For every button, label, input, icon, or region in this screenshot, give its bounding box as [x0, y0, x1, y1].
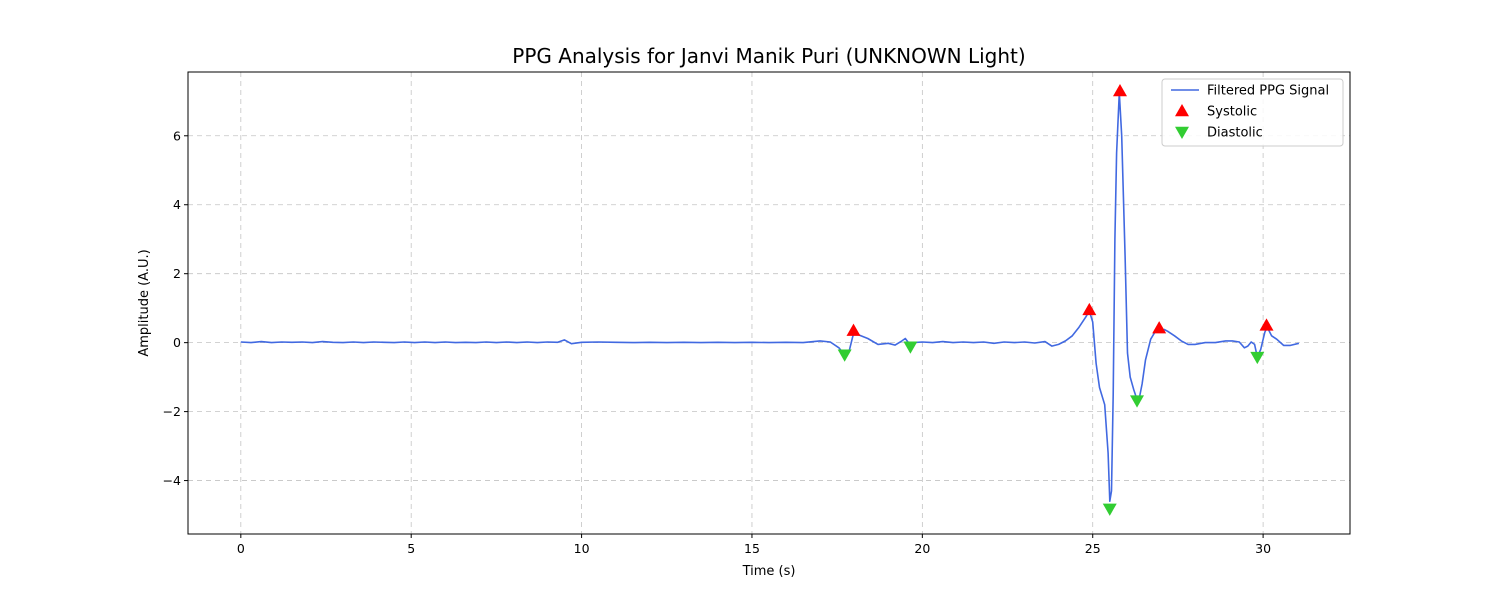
legend-box — [1161, 78, 1344, 147]
x-tick-label: 20 — [914, 541, 930, 556]
y-axis-ticks: −4 −2 0 2 4 6 — [163, 128, 188, 488]
plot-frame — [187, 71, 1351, 535]
chart-title: PPG Analysis for Janvi Manik Puri (UNKNO… — [512, 44, 1025, 68]
systolic-marker — [1082, 302, 1097, 316]
ppg-signal-line — [240, 91, 1300, 502]
x-tick-label: 10 — [574, 541, 590, 556]
x-tick-label: 15 — [744, 541, 760, 556]
legend-entry: Systolic — [1207, 105, 1257, 120]
diastolic-marker — [903, 341, 918, 354]
y-tick-label: −4 — [163, 473, 181, 488]
x-tick-label: 30 — [1255, 541, 1271, 556]
systolic-marker — [1112, 83, 1127, 97]
grid-lines — [188, 72, 1350, 534]
y-tick-label: −2 — [163, 404, 181, 419]
y-tick-label: 6 — [173, 128, 181, 143]
legend-swatch-diastolic — [1175, 126, 1189, 139]
x-axis-ticks: 0 5 10 15 20 25 30 — [237, 534, 1271, 556]
diastolic-marker — [1250, 351, 1265, 365]
y-axis-label: Amplitude (A.U.) — [137, 249, 152, 356]
systolic-marker — [846, 323, 861, 336]
legend-entry: Diastolic — [1207, 126, 1263, 141]
x-tick-label: 5 — [407, 541, 415, 556]
legend-entry: Filtered PPG Signal — [1207, 84, 1329, 99]
x-tick-label: 0 — [237, 541, 245, 556]
systolic-marker — [1259, 318, 1274, 331]
diastolic-marker — [1102, 503, 1117, 516]
systolic-marker — [1152, 321, 1167, 334]
y-tick-label: 2 — [173, 266, 181, 281]
y-tick-label: 4 — [173, 197, 181, 212]
plot-series — [240, 83, 1300, 516]
diastolic-marker — [837, 349, 852, 362]
legend-swatch-systolic — [1175, 104, 1189, 117]
diastolic-marker — [1130, 395, 1145, 408]
x-tick-label: 25 — [1085, 541, 1101, 556]
legend: Filtered PPG Signal Systolic Diastolic — [1161, 78, 1344, 147]
x-axis-label: Time (s) — [742, 564, 796, 579]
y-tick-label: 0 — [173, 335, 181, 350]
